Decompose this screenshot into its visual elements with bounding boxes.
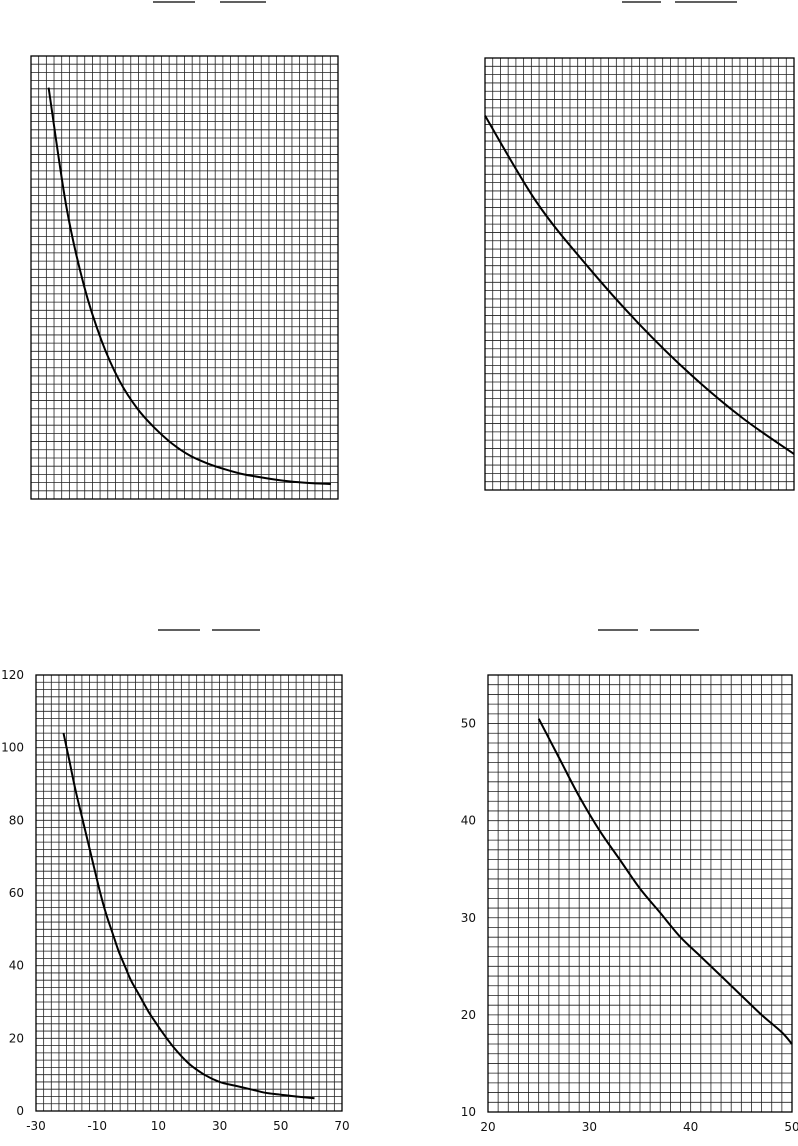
grid bbox=[36, 675, 342, 1111]
grid bbox=[31, 56, 338, 499]
y-tick-label: 40 bbox=[9, 959, 24, 973]
y-tick-label: 0 bbox=[16, 1104, 24, 1118]
x-tick-label: -10 bbox=[87, 1119, 107, 1133]
y-tick-label: 60 bbox=[9, 886, 24, 900]
y-tick-label: 20 bbox=[461, 1008, 476, 1022]
x-tick-label: 40 bbox=[683, 1120, 698, 1134]
series-line-1 bbox=[47, 87, 331, 485]
series-line-1 bbox=[537, 718, 793, 1045]
x-tick-label: 20 bbox=[480, 1120, 495, 1134]
series-line-1 bbox=[62, 732, 315, 1100]
plot-frame bbox=[30, 55, 339, 500]
x-tick-label: 70 bbox=[334, 1119, 349, 1133]
y-tick-label: 50 bbox=[461, 717, 476, 731]
chart-panel-3: -30 -10 10 30 50 70 0 20 40 60 80 100 120 bbox=[1, 629, 350, 1133]
x-tick-label: 30 bbox=[582, 1120, 597, 1134]
plot-frame bbox=[484, 57, 795, 491]
x-tick-label: 50 bbox=[784, 1120, 798, 1134]
grid bbox=[488, 675, 792, 1112]
chart-panel-1 bbox=[30, 1, 339, 500]
chart-panel-2 bbox=[484, 1, 795, 491]
plot-frame bbox=[487, 674, 793, 1113]
series-line-1 bbox=[484, 115, 795, 455]
x-tick-label: 30 bbox=[212, 1119, 227, 1133]
grid bbox=[485, 58, 794, 490]
chart-panel-4: 20 30 40 50 10 20 30 40 50 bbox=[461, 629, 798, 1134]
y-tick-label: 10 bbox=[461, 1105, 476, 1119]
x-tick-label: 50 bbox=[273, 1119, 288, 1133]
x-tick-label: 10 bbox=[151, 1119, 166, 1133]
y-tick-label: 120 bbox=[1, 668, 24, 682]
plot-frame bbox=[35, 674, 343, 1112]
y-tick-label: 40 bbox=[461, 814, 476, 828]
y-tick-label: 20 bbox=[9, 1031, 24, 1045]
y-tick-label: 30 bbox=[461, 911, 476, 925]
y-tick-label: 80 bbox=[9, 813, 24, 827]
y-tick-label: 100 bbox=[1, 741, 24, 755]
x-tick-label: -30 bbox=[26, 1119, 46, 1133]
